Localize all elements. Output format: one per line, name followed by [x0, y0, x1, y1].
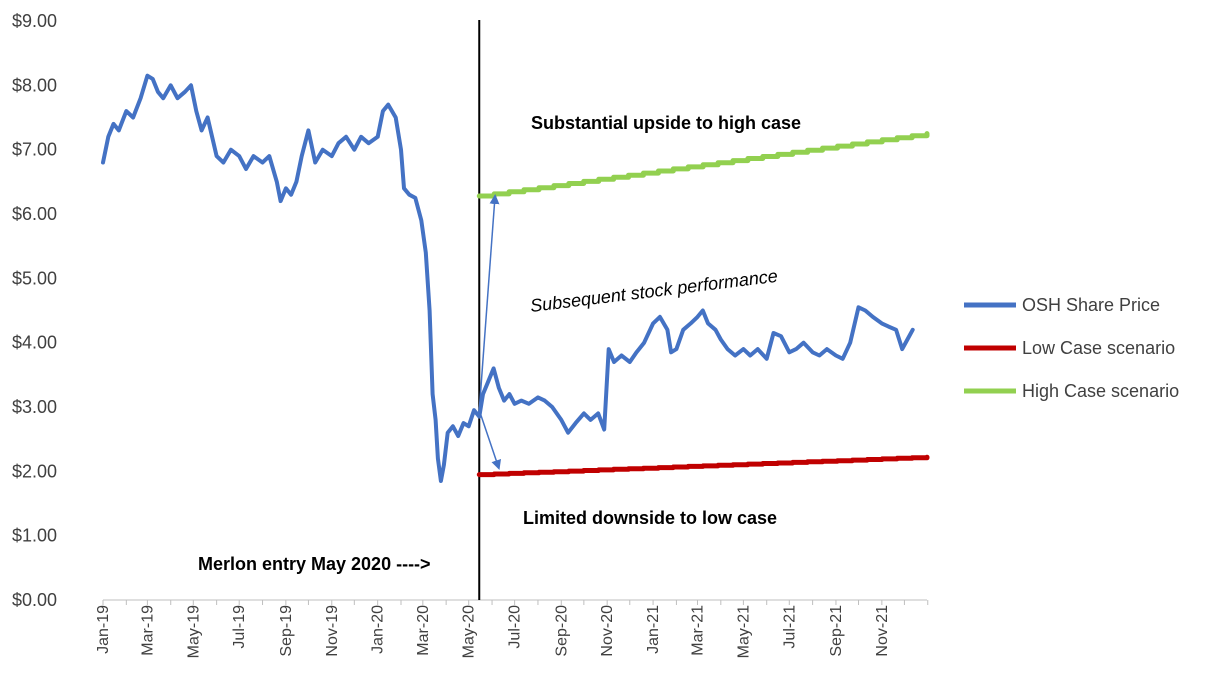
legend-label: High Case scenario [1022, 381, 1179, 401]
arrow-to-low-case [478, 409, 501, 471]
y-tick-label: $4.00 [12, 333, 57, 353]
legend-label: OSH Share Price [1022, 295, 1160, 315]
y-tick-label: $2.00 [12, 461, 57, 481]
x-tick-label: Jul-19 [231, 605, 248, 649]
annotation-performance: Subsequent stock performance [529, 266, 779, 316]
y-tick-label: $8.00 [12, 75, 57, 95]
x-tick-label: Mar-19 [139, 605, 156, 656]
x-tick-label: May-21 [735, 605, 752, 658]
series-layer [101, 73, 930, 483]
y-tick-label: $3.00 [12, 397, 57, 417]
x-tick-label: Jul-20 [507, 605, 524, 649]
series-line-low-case [476, 454, 930, 478]
legend-item-low-case: Low Case scenario [964, 338, 1175, 358]
y-tick-label: $6.00 [12, 204, 57, 224]
y-tick-label: $1.00 [12, 526, 57, 546]
x-tick-label: Sep-20 [553, 605, 570, 657]
x-tick-label: Jul-21 [781, 605, 798, 649]
x-tick-label: May-19 [185, 605, 202, 658]
x-axis: Jan-19 Mar-19 May-19 Jul-19 Sep-19 Nov-19 Jan-… [95, 599, 929, 658]
legend-item-osh-share-price: OSH Share Price [964, 295, 1160, 315]
x-tick-label: Jan-20 [370, 605, 387, 654]
x-tick-label: May-20 [461, 605, 478, 658]
x-tick-label: Jan-19 [95, 605, 112, 654]
y-tick-label: $9.00 [12, 11, 57, 31]
series-line-osh-share-price [101, 73, 915, 483]
x-tick-label: Nov-21 [874, 605, 891, 657]
x-tick-label: Sep-19 [278, 605, 295, 657]
y-tick-label: $0.00 [12, 590, 57, 610]
legend: OSH Share Price Low Case scenario High Cas… [964, 295, 1179, 401]
y-axis: $0.00 $1.00 $2.00 $3.00 $4.00 $5.00 $6.00 $7.00… [12, 11, 57, 610]
annotation-downside: Limited downside to low case [523, 508, 777, 528]
y-tick-label: $7.00 [12, 140, 57, 160]
legend-item-high-case: High Case scenario [964, 381, 1179, 401]
series-line-high-case [476, 131, 930, 199]
x-tick-label: Mar-20 [415, 605, 432, 656]
y-tick-label: $5.00 [12, 268, 57, 288]
x-tick-label: Sep-21 [828, 605, 845, 657]
x-tick-label: Nov-19 [324, 605, 341, 657]
x-tick-label: Mar-21 [689, 605, 706, 656]
arrow-to-high-case [478, 193, 500, 411]
x-tick-label: Jan-21 [645, 605, 662, 654]
annotation-upside: Substantial upside to high case [531, 113, 801, 133]
annotation-merlon-entry: Merlon entry May 2020 ----> [198, 554, 431, 574]
x-tick-label: Nov-20 [599, 605, 616, 657]
arrow-layer [478, 193, 501, 471]
legend-label: Low Case scenario [1022, 338, 1175, 358]
